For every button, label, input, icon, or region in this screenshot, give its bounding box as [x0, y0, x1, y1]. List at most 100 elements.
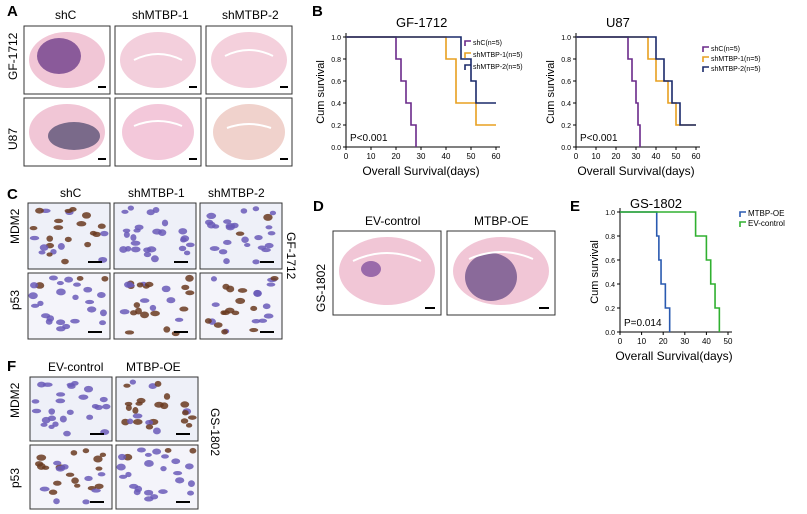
brown-nucleus — [145, 424, 154, 430]
blue-nucleus — [244, 243, 251, 248]
row-label-u87: U87 — [6, 127, 20, 150]
survival-line-2 — [346, 36, 496, 126]
legend-swatch — [739, 211, 746, 217]
brown-nucleus — [182, 409, 189, 416]
y-axis-label: Cum survival — [589, 240, 601, 304]
x-tick-label: 40 — [442, 152, 451, 161]
blue-nucleus — [38, 250, 46, 255]
blue-nucleus — [171, 458, 181, 465]
brown-nucleus — [204, 318, 212, 324]
brown-nucleus — [84, 241, 92, 248]
blue-nucleus — [178, 245, 187, 252]
blue-nucleus — [99, 320, 107, 326]
x-tick-label: 30 — [632, 152, 641, 161]
x-tick-label: 40 — [702, 337, 711, 346]
y-tick-label: 0.2 — [561, 123, 571, 130]
brown-nucleus — [187, 415, 197, 420]
side-label-f: GS-1802 — [208, 408, 222, 457]
brown-nucleus — [189, 447, 197, 454]
blue-nucleus — [83, 385, 94, 393]
blue-nucleus — [144, 452, 152, 457]
blue-nucleus — [206, 212, 217, 220]
blue-nucleus — [174, 317, 184, 322]
blue-nucleus — [127, 205, 135, 211]
blue-nucleus — [185, 463, 194, 470]
brown-nucleus — [133, 302, 141, 309]
survival-line-2 — [576, 36, 696, 126]
legend-swatch — [464, 40, 471, 46]
blue-nucleus — [264, 242, 274, 249]
panel-letter-f: F — [7, 358, 17, 375]
brown-nucleus — [185, 274, 194, 282]
brown-nucleus — [81, 212, 92, 219]
brown-nucleus — [95, 466, 103, 471]
blue-nucleus — [72, 294, 79, 300]
brown-nucleus — [70, 450, 78, 456]
brown-nucleus — [124, 401, 133, 406]
blue-nucleus — [78, 394, 89, 400]
blue-nucleus — [30, 282, 39, 289]
blue-nucleus — [125, 245, 132, 252]
y-tick-label: 1.0 — [605, 210, 615, 217]
brown-nucleus — [135, 307, 142, 315]
blue-nucleus — [144, 460, 154, 467]
blue-nucleus — [187, 490, 195, 496]
brown-nucleus — [46, 235, 54, 242]
legend-swatch — [702, 66, 709, 72]
blue-nucleus — [166, 297, 176, 304]
brown-nucleus — [48, 489, 58, 495]
y-axis-label: Cum survival — [315, 60, 327, 124]
panel-letter-a: A — [7, 3, 18, 20]
row-label-f-mdm2: MDM2 — [8, 382, 22, 418]
brown-nucleus — [101, 275, 109, 282]
blue-nucleus — [158, 489, 168, 494]
blue-nucleus — [121, 209, 129, 214]
blue-nucleus — [64, 276, 74, 283]
brown-nucleus — [64, 236, 72, 243]
col-label-shmtbp2: shMTBP-2 — [222, 8, 279, 22]
blue-nucleus — [118, 453, 127, 461]
chart-title: GS-1802 — [630, 196, 682, 211]
scale-bar — [176, 501, 190, 503]
panel-letter-d: D — [313, 198, 324, 215]
blue-nucleus — [99, 309, 107, 317]
blue-nucleus — [132, 413, 143, 419]
blue-nucleus — [48, 408, 56, 415]
blue-nucleus — [91, 403, 99, 409]
blue-nucleus — [116, 463, 126, 471]
brown-nucleus — [53, 480, 62, 486]
blue-nucleus — [267, 231, 276, 236]
brown-nucleus — [220, 310, 227, 316]
brown-nucleus — [64, 208, 73, 214]
brown-nucleus — [231, 310, 240, 316]
blue-nucleus — [39, 486, 50, 492]
y-tick-label: 0.4 — [605, 282, 615, 289]
blue-nucleus — [125, 471, 132, 478]
x-tick-label: 20 — [612, 152, 621, 161]
blue-nucleus — [91, 488, 101, 493]
blue-nucleus — [97, 472, 106, 477]
brown-nucleus — [154, 401, 164, 408]
brown-nucleus — [250, 305, 258, 311]
blue-nucleus — [59, 415, 67, 423]
blue-nucleus — [180, 237, 187, 243]
y-tick-label: 0.2 — [331, 123, 341, 130]
x-tick-label: 50 — [672, 152, 681, 161]
x-tick-label: 50 — [724, 337, 733, 346]
blue-nucleus — [223, 258, 230, 265]
blue-nucleus — [175, 477, 185, 484]
brown-nucleus — [123, 383, 131, 388]
blue-nucleus — [161, 285, 171, 293]
brown-nucleus — [36, 454, 47, 461]
brown-nucleus — [53, 225, 64, 230]
y-tick-label: 0.0 — [605, 330, 615, 337]
survival-chart-gs1802: GS-1802 0.0 0.2 0.4 0.6 0.8 1.0 0 10 20 30 40 50 Over… — [589, 196, 785, 363]
col-label-f-ev: EV-control — [48, 360, 104, 374]
blue-nucleus — [56, 281, 64, 286]
brown-nucleus — [74, 483, 81, 488]
row-label-c-mdm2: MDM2 — [8, 208, 22, 244]
legend-entry: shC(n=5) — [711, 46, 740, 53]
brown-nucleus — [185, 290, 195, 296]
side-label-c: GF-1712 — [284, 232, 298, 280]
x-tick-label: 50 — [467, 152, 476, 161]
